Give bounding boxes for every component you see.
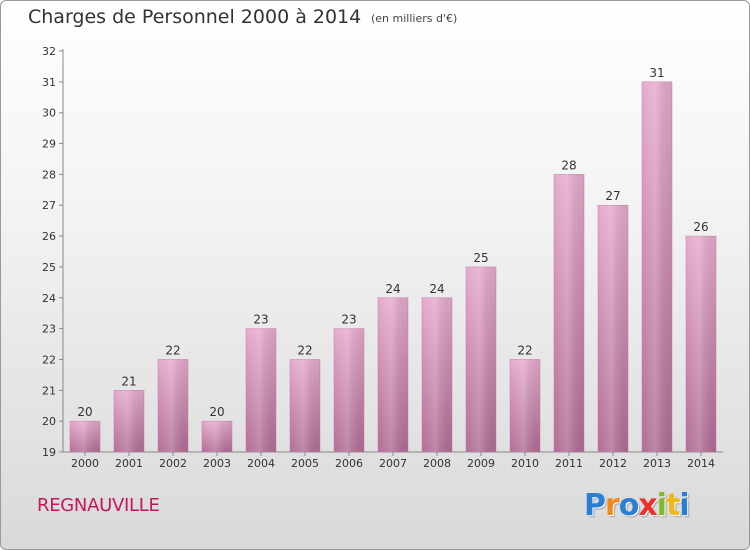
bar-value-label: 23 bbox=[253, 313, 268, 327]
y-tick-label: 31 bbox=[42, 76, 56, 89]
bar-value-label: 21 bbox=[121, 374, 136, 388]
logo-letter: o bbox=[618, 488, 640, 523]
bar-shine bbox=[290, 359, 320, 452]
bar-shine bbox=[466, 266, 496, 452]
bar-shine bbox=[114, 390, 144, 452]
bar-shine bbox=[334, 328, 364, 452]
x-tick-label: 2006 bbox=[335, 457, 363, 470]
bar-value-label: 22 bbox=[297, 343, 312, 357]
y-tick-label: 21 bbox=[42, 384, 56, 397]
y-tick-label: 20 bbox=[42, 415, 56, 428]
bar-value-label: 31 bbox=[649, 66, 664, 80]
bar-shine bbox=[246, 328, 276, 452]
y-tick-label: 23 bbox=[42, 323, 56, 336]
bar-value-label: 22 bbox=[165, 343, 180, 357]
chart-subtitle: (en milliers d'€) bbox=[371, 12, 458, 25]
x-tick-label: 2013 bbox=[643, 457, 671, 470]
x-tick-label: 2010 bbox=[511, 457, 539, 470]
bar-value-label: 27 bbox=[605, 189, 620, 203]
bar-shine bbox=[510, 359, 540, 452]
proxiti-logo[interactable]: Proxiti bbox=[584, 488, 690, 523]
y-tick-label: 19 bbox=[42, 446, 56, 459]
bar-value-label: 22 bbox=[517, 343, 532, 357]
x-tick-label: 2002 bbox=[159, 457, 187, 470]
logo-letter: i bbox=[656, 488, 667, 523]
logo-letter: x bbox=[638, 488, 657, 523]
bar-shine bbox=[202, 421, 232, 452]
x-tick-label: 2004 bbox=[247, 457, 275, 470]
x-tick-label: 2008 bbox=[423, 457, 451, 470]
y-tick-label: 26 bbox=[42, 230, 56, 243]
y-tick-label: 27 bbox=[42, 199, 56, 212]
bar-shine bbox=[422, 297, 452, 452]
bar-value-label: 24 bbox=[385, 282, 400, 296]
y-tick-label: 25 bbox=[42, 261, 56, 274]
y-tick-label: 30 bbox=[42, 107, 56, 120]
bar-value-label: 20 bbox=[77, 405, 92, 419]
bar-value-label: 26 bbox=[693, 220, 708, 234]
bar-value-label: 25 bbox=[473, 251, 488, 265]
logo-letter: i bbox=[679, 488, 689, 523]
bar-value-label: 23 bbox=[341, 313, 356, 327]
logo-letter: r bbox=[605, 488, 620, 523]
y-tick-label: 29 bbox=[42, 138, 56, 151]
x-tick-label: 2009 bbox=[467, 457, 495, 470]
bar-shine bbox=[642, 81, 672, 452]
bar-shine bbox=[686, 236, 716, 452]
y-tick-label: 28 bbox=[42, 168, 56, 181]
logo-letter: t bbox=[666, 488, 680, 523]
logo-letter: P bbox=[584, 488, 606, 523]
x-tick-label: 2012 bbox=[599, 457, 627, 470]
x-tick-label: 2007 bbox=[379, 457, 407, 470]
bar-value-label: 28 bbox=[561, 158, 576, 172]
y-tick-label: 24 bbox=[42, 292, 56, 305]
x-tick-label: 2014 bbox=[687, 457, 715, 470]
bar-value-label: 20 bbox=[209, 405, 224, 419]
y-tick-label: 22 bbox=[42, 353, 56, 366]
x-tick-label: 2011 bbox=[555, 457, 583, 470]
x-tick-label: 2005 bbox=[291, 457, 319, 470]
bar-shine bbox=[554, 174, 584, 452]
chart-title: Charges de Personnel 2000 à 2014 bbox=[28, 6, 362, 28]
y-tick-label: 32 bbox=[42, 45, 56, 58]
commune-name: REGNAUVILLE bbox=[37, 495, 160, 516]
bar-value-label: 24 bbox=[429, 282, 444, 296]
bar-shine bbox=[158, 359, 188, 452]
bar-shine bbox=[378, 297, 408, 452]
bar-shine bbox=[70, 421, 100, 452]
x-tick-label: 2001 bbox=[115, 457, 143, 470]
bar-shine bbox=[598, 205, 628, 452]
x-tick-label: 2003 bbox=[203, 457, 231, 470]
x-tick-label: 2000 bbox=[71, 457, 99, 470]
